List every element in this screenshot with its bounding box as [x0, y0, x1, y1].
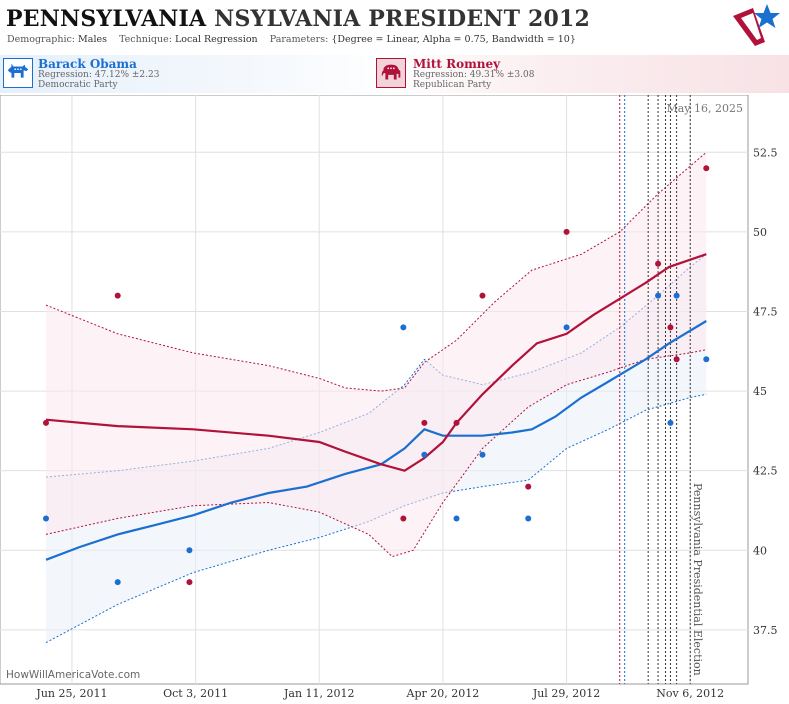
x-tick-label: Apr 20, 2012 — [406, 687, 480, 700]
y-tick-label: 37.5 — [753, 624, 778, 637]
dem-poll-point — [655, 292, 662, 299]
dem-poll-point — [114, 579, 121, 586]
poll-points — [43, 165, 710, 586]
current-date-label: May 16, 2025 — [666, 102, 743, 115]
dem-poll-point — [453, 515, 460, 522]
rep-poll-point — [43, 419, 49, 426]
republican-regression: Regression: 49.31% ±3.08 — [413, 70, 535, 80]
republican-party: Republican Party — [413, 80, 492, 90]
y-tick-label: 47.5 — [753, 305, 778, 318]
rep-poll-point — [655, 260, 662, 267]
x-tick-label: Jan 11, 2012 — [283, 687, 355, 700]
x-tick-label: Nov 6, 2012 — [656, 687, 724, 700]
chart-title: PENNSYLVANIA NSYLVANIA PRESIDENT 2012 — [6, 6, 590, 32]
rep-poll-point — [673, 356, 680, 363]
rep-poll-point — [479, 292, 486, 299]
confidence-bands — [45, 151, 707, 644]
dem-poll-point — [421, 451, 428, 458]
demographic-label: Demographic: — [7, 34, 76, 45]
dem-trend-line — [45, 320, 707, 561]
rep-poll-point — [400, 515, 407, 522]
donkey-icon — [3, 58, 33, 88]
election-label: Pennsylvania Presidential Election — [691, 483, 704, 676]
dem-poll-point — [673, 292, 680, 299]
rep-poll-point — [667, 324, 674, 331]
dem-poll-point — [525, 515, 532, 522]
dem-poll-point — [400, 324, 407, 331]
rep-upper-bound — [45, 151, 707, 392]
democrat-regression: Regression: 47.12% ±2.23 — [38, 70, 160, 80]
poll-chart: 37.5 40 42.5 45 47.5 50 52.5 Jun 25, 2011 Oct 3… — [0, 95, 778, 700]
dem-poll-point — [667, 419, 674, 426]
dem-poll-point — [703, 356, 710, 363]
watermark: HowWillAmericaVote.com — [6, 669, 140, 681]
x-tick-label: Oct 3, 2011 — [163, 687, 228, 700]
y-tick-label: 50 — [753, 226, 767, 239]
rep-poll-point — [186, 579, 193, 586]
y-tick-label: 42.5 — [753, 465, 778, 478]
x-tick-label: Jun 25, 2011 — [35, 687, 107, 700]
rep-trend-line — [45, 253, 707, 472]
technique-label: Technique: — [119, 34, 172, 45]
trend-lines — [45, 253, 707, 561]
y-tick-label: 40 — [753, 544, 767, 557]
parameters-value: {Degree = Linear, Alpha = 0.75, Bandwidt… — [331, 34, 576, 45]
democrat-candidate-bar: Barack Obama Regression: 47.12% ±2.23 De… — [0, 55, 395, 93]
x-axis: Jun 25, 2011 Oct 3, 2011 Jan 11, 2012 Apr 2… — [35, 687, 724, 700]
title-state: PENNSYLVANIA — [6, 6, 207, 32]
republican-candidate-bar: Mitt Romney Regression: 49.31% ±3.08 Rep… — [372, 55, 789, 93]
y-tick-label: 52.5 — [753, 146, 778, 159]
rep-poll-point — [421, 419, 428, 426]
democrat-party: Democratic Party — [38, 80, 118, 90]
rep-poll-point — [525, 483, 532, 490]
republican-name: Mitt Romney — [413, 57, 501, 71]
demographic-value: Males — [78, 34, 107, 45]
elephant-icon — [376, 58, 406, 88]
rep-poll-point — [703, 165, 710, 172]
dem-poll-point — [186, 547, 193, 554]
y-tick-label: 45 — [753, 385, 767, 398]
parameters-line: Demographic: Males Technique: Local Regr… — [7, 34, 576, 45]
rep-poll-point — [453, 419, 460, 426]
y-axis: 37.5 40 42.5 45 47.5 50 52.5 — [753, 146, 778, 637]
rep-lower-bound — [45, 349, 707, 558]
x-tick-label: Jul 29, 2012 — [532, 687, 601, 700]
dem-poll-point — [43, 515, 49, 522]
democrat-name: Barack Obama — [38, 57, 137, 71]
technique-value: Local Regression — [174, 34, 258, 45]
rep-confidence-band — [46, 152, 707, 557]
dem-poll-point — [563, 324, 570, 331]
title-race: NSYLVANIA PRESIDENT 2012 — [214, 6, 591, 32]
parameters-label: Parameters: — [269, 34, 329, 45]
flag-star-logo — [733, 4, 780, 46]
dem-poll-point — [479, 451, 486, 458]
rep-poll-point — [563, 228, 570, 235]
rep-poll-point — [114, 292, 121, 299]
